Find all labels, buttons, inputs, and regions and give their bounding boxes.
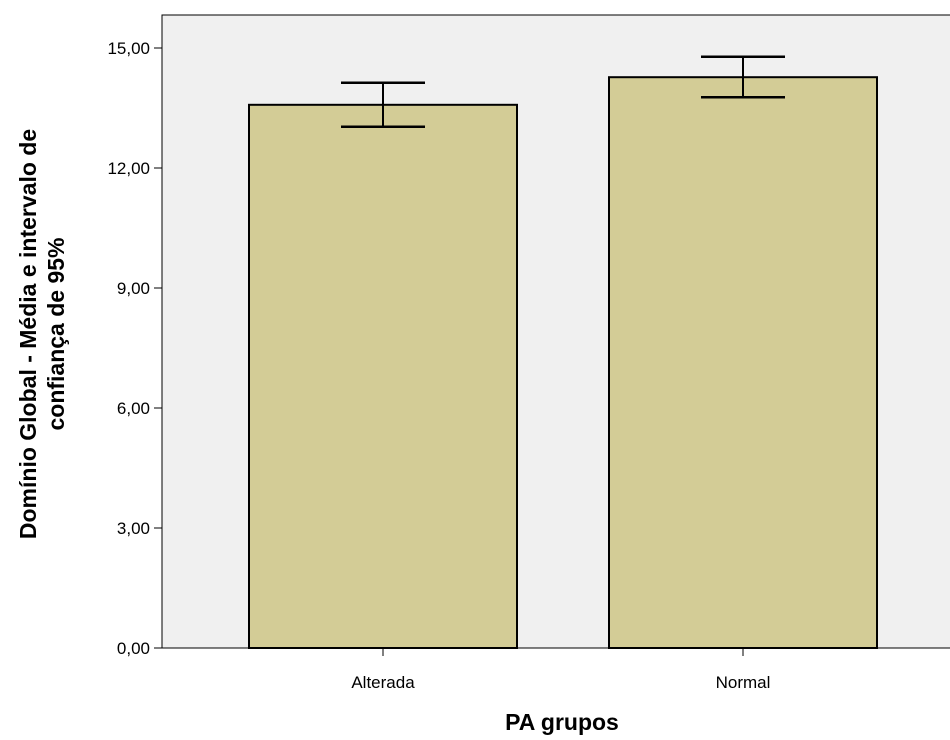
y-tick-label: 3,00	[117, 519, 150, 538]
y-tick-label: 12,00	[107, 159, 150, 178]
y-axis-title: Domínio Global - Média e intervalo de co…	[15, 129, 69, 539]
x-tick-label-normal: Normal	[716, 673, 771, 692]
y-axis-title-line-2: confiança de 95%	[43, 237, 69, 430]
y-tick-label: 6,00	[117, 399, 150, 418]
x-axis: Alterada Normal	[162, 647, 950, 692]
y-tick-label: 9,00	[117, 279, 150, 298]
x-tick-label-alterada: Alterada	[351, 673, 415, 692]
y-tick-label: 0,00	[117, 639, 150, 658]
y-axis: 0,00 3,00 6,00 9,00 12,00 15,00	[107, 15, 163, 658]
errorbars-layer	[341, 55, 785, 129]
y-axis-title-line-1: Domínio Global - Média e intervalo de	[15, 129, 41, 539]
bar-alterada	[248, 103, 518, 650]
x-axis-title: PA grupos	[505, 709, 619, 735]
y-tick-label: 15,00	[107, 39, 150, 58]
bar-normal	[608, 76, 878, 649]
